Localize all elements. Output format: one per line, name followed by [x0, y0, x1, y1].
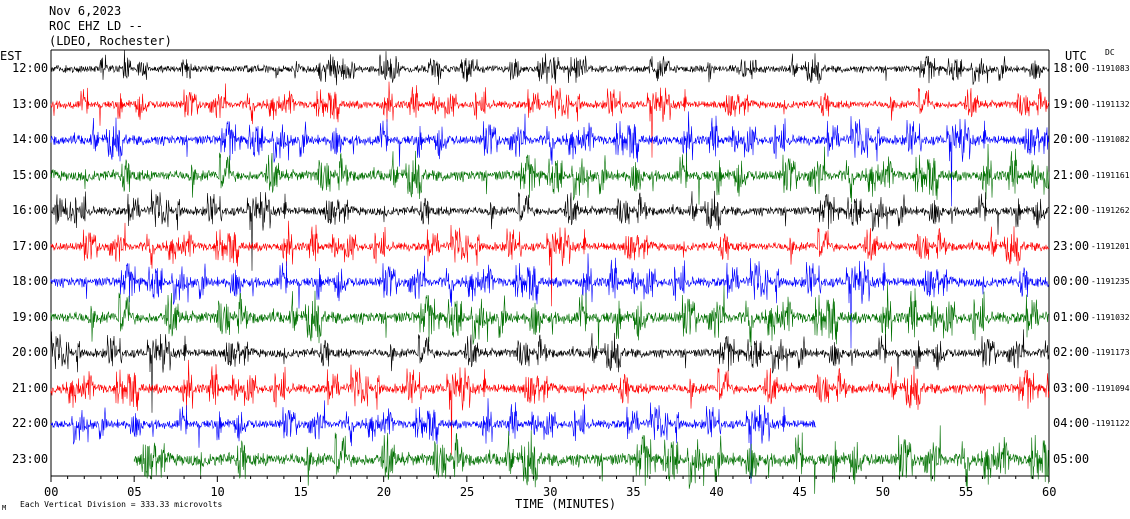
dc-offset-label: -1191161: [1091, 170, 1130, 180]
x-tick-label: 20: [376, 485, 392, 499]
est-hour-label: 22:00: [12, 416, 49, 430]
est-hour-label: 21:00: [12, 380, 49, 395]
utc-hour-label: 19:00: [1053, 96, 1090, 111]
est-hour-label: 19:00: [12, 309, 49, 324]
x-tick-label: 45: [792, 485, 807, 499]
utc-hour-label: 23:00: [1053, 238, 1090, 253]
x-tick-label: 25: [459, 485, 475, 499]
dc-offset-label: -1191173: [1091, 348, 1130, 357]
est-hour-label: 13:00: [12, 96, 49, 111]
x-tick-label: 55: [958, 485, 974, 499]
trace-1200: [50, 49, 1050, 86]
x-axis-label: TIME (MINUTES): [515, 497, 617, 511]
trace-1600: [50, 189, 1050, 271]
trace-2100: [50, 359, 1050, 455]
utc-hour-label: 18:00: [1053, 61, 1090, 75]
footer-mark: M: [2, 504, 7, 512]
x-tick-label: 40: [709, 485, 724, 499]
trace-1800: [50, 253, 1050, 349]
dc-offset-label: -1191094: [1091, 383, 1130, 393]
trace-1900: [50, 283, 1050, 350]
est-hour-label: 17:00: [12, 238, 49, 253]
dc-offset-label: -1191201: [1091, 241, 1130, 251]
utc-hour-label: 22:00: [1053, 203, 1090, 217]
x-tick-label: 30: [543, 485, 558, 499]
trace-1300: [50, 81, 1050, 158]
dc-label: DC: [1105, 48, 1115, 57]
utc-hour-label: 04:00: [1053, 416, 1090, 430]
dc-offset-label: -1191082: [1091, 135, 1130, 144]
est-hour-label: 15:00: [12, 167, 49, 182]
trace-2200: [50, 398, 817, 484]
utc-hour-label: 20:00: [1053, 132, 1090, 146]
dc-offset-label: -1191083: [1091, 64, 1130, 73]
x-tick-label: 35: [626, 485, 641, 499]
dc-offset-label: -1191032: [1091, 312, 1130, 322]
est-hour-label: 20:00: [12, 345, 49, 359]
utc-hour-label: 01:00: [1053, 309, 1090, 324]
trace-2000: [50, 329, 1050, 413]
dc-offset-label: -1191235: [1091, 277, 1130, 286]
station-label: ROC EHZ LD --: [49, 19, 143, 33]
utc-hour-label: 05:00: [1053, 451, 1090, 466]
date-label: Nov 6,2023: [49, 4, 122, 18]
network-label: (LDEO, Rochester): [49, 34, 172, 48]
est-hour-label: 14:00: [12, 132, 49, 146]
trace-2300: [133, 425, 1049, 494]
left-timezone-label: EST: [0, 49, 22, 63]
vertical-scale-note: Each Vertical Division = 333.33 microvol…: [20, 500, 223, 509]
utc-hour-label: 02:00: [1053, 345, 1090, 359]
dc-offset-label: -1191132: [1091, 99, 1130, 109]
x-tick-label: 50: [875, 485, 891, 499]
trace-1400: [50, 111, 1050, 207]
x-tick-label: 10: [210, 485, 225, 499]
utc-hour-label: 00:00: [1053, 274, 1090, 288]
trace-1700: [50, 220, 1050, 307]
est-hour-label: 23:00: [12, 451, 49, 466]
x-tick-label: 05: [127, 485, 142, 499]
x-tick-label: 00: [44, 485, 59, 499]
est-hour-label: 12:00: [12, 61, 49, 75]
x-tick-label: 60: [1042, 485, 1057, 499]
est-hour-label: 16:00: [12, 203, 49, 217]
utc-hour-label: 03:00: [1053, 380, 1090, 395]
est-hour-label: 18:00: [12, 274, 49, 288]
x-tick-label: 15: [293, 485, 308, 499]
trace-1500: [50, 143, 1050, 205]
dc-offset-label: -1191262: [1091, 206, 1130, 215]
dc-offset-label: -1191122: [1091, 419, 1130, 428]
utc-hour-label: 21:00: [1053, 167, 1090, 182]
right-timezone-label: UTC: [1065, 49, 1087, 63]
